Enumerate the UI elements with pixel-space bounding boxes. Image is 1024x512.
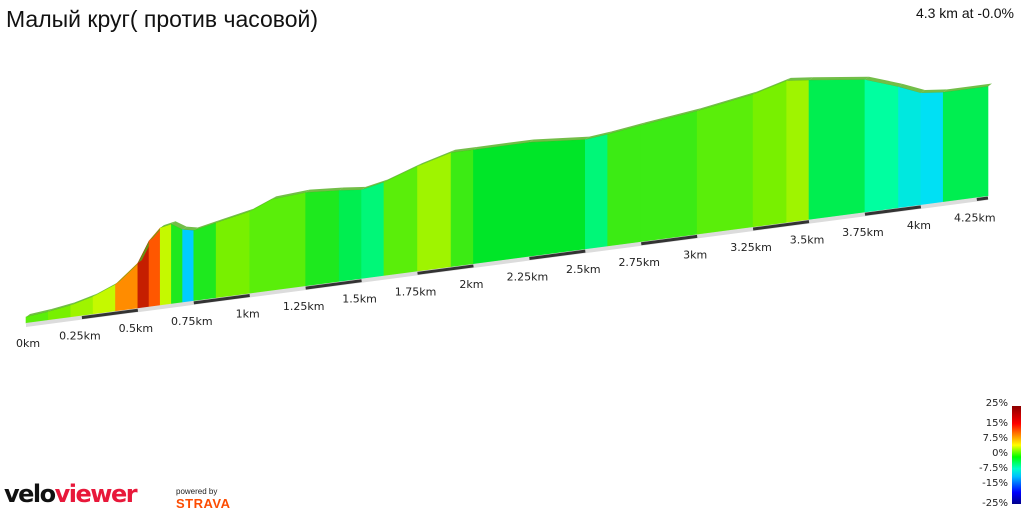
profile-segment bbox=[115, 262, 139, 312]
legend-label: -25% bbox=[982, 498, 1008, 509]
profile-segment bbox=[942, 86, 989, 203]
legend-label: 25% bbox=[985, 398, 1008, 409]
profile-segment bbox=[159, 223, 172, 306]
profile-ridge bbox=[417, 149, 456, 167]
profile-segment bbox=[898, 86, 922, 209]
profile-segment bbox=[271, 192, 306, 291]
distance-tick-labels: 0km 0.25km 0.5km 0.75km 1km 1.25km 1.5km 1.75km… bbox=[16, 211, 996, 350]
gradient-legend: 25% 15% 7.5% 0% -7.5% -15% -25% bbox=[975, 398, 1024, 510]
distance-tick-label: 3km bbox=[683, 248, 707, 261]
profile-ridge bbox=[809, 76, 869, 81]
profile-segment bbox=[417, 152, 452, 272]
profile-ridge bbox=[48, 302, 75, 312]
profile-segment bbox=[640, 110, 698, 243]
profile-ridge bbox=[943, 83, 992, 93]
profile-segment bbox=[808, 79, 866, 220]
profile-segment bbox=[383, 165, 418, 277]
profile-ridge bbox=[898, 83, 925, 94]
legend-label: 15% bbox=[985, 418, 1008, 429]
profile-ridge bbox=[171, 221, 187, 230]
profile-segment bbox=[920, 92, 944, 206]
distance-tick-label: 0km bbox=[16, 337, 40, 350]
profile-ridge bbox=[864, 76, 903, 87]
distance-tick-label: 1km bbox=[236, 307, 260, 320]
distance-tick-label: 4.25km bbox=[954, 211, 996, 224]
profile-segment bbox=[92, 283, 116, 315]
profile-ridge bbox=[473, 139, 534, 150]
distance-axis bbox=[26, 196, 989, 327]
profile-segment bbox=[361, 181, 385, 280]
profile-segment bbox=[473, 142, 530, 265]
profile-ridge bbox=[383, 163, 422, 183]
profile-ridge bbox=[529, 136, 590, 143]
profile-ridge bbox=[607, 122, 646, 135]
distance-tick-label: 2.25km bbox=[507, 271, 549, 284]
distance-tick-label: 1.25km bbox=[283, 300, 325, 313]
veloviewer-logo[interactable]: veloviewer bbox=[4, 480, 138, 508]
legend-label: -15% bbox=[982, 478, 1008, 489]
distance-tick-label: 2.75km bbox=[618, 256, 660, 269]
profile-segment bbox=[585, 134, 608, 250]
distance-tick-label: 3.25km bbox=[730, 241, 772, 254]
legend-label: 0% bbox=[992, 448, 1008, 459]
profile-segment bbox=[864, 79, 899, 213]
profile-ridge bbox=[451, 146, 478, 153]
distance-tick-label: 0.75km bbox=[171, 315, 213, 328]
profile-segment bbox=[752, 80, 787, 228]
profile-segment bbox=[305, 190, 340, 287]
profile-ridge bbox=[697, 91, 758, 112]
profile-segment bbox=[148, 227, 161, 308]
profile-segment bbox=[529, 139, 586, 257]
profile-ridge bbox=[272, 189, 310, 200]
profile-ridge bbox=[93, 281, 120, 297]
profile-segment bbox=[182, 229, 195, 303]
profile-ridge bbox=[641, 108, 702, 126]
profile-ridge bbox=[786, 77, 814, 81]
profile-ridge bbox=[585, 131, 612, 140]
profile-segment bbox=[338, 189, 362, 282]
distance-tick-label: 0.5km bbox=[119, 322, 154, 335]
profile-segment bbox=[786, 79, 810, 223]
profile-segment bbox=[607, 124, 642, 247]
profile-ridge bbox=[115, 260, 142, 285]
legend-label: -7.5% bbox=[978, 463, 1008, 474]
profile-ridge bbox=[753, 77, 791, 95]
profile-segment bbox=[696, 94, 754, 235]
profile-segment bbox=[171, 223, 183, 305]
distance-tick-label: 2.5km bbox=[566, 263, 601, 276]
profile-ridge bbox=[305, 187, 344, 193]
profile-segment bbox=[137, 240, 150, 309]
profile-ridge bbox=[70, 293, 98, 306]
distance-tick-label: 1.5km bbox=[342, 293, 377, 306]
legend-label: 7.5% bbox=[982, 433, 1008, 444]
distance-tick-label: 3.5km bbox=[790, 234, 825, 247]
distance-tick-label: 1.75km bbox=[395, 285, 437, 298]
powered-by-label: powered by bbox=[176, 487, 218, 496]
profile-ridge bbox=[249, 196, 277, 212]
profile-ridge bbox=[339, 186, 366, 191]
profile-segment bbox=[193, 222, 217, 302]
profile-ridge bbox=[216, 208, 254, 223]
profile-segment bbox=[215, 211, 251, 299]
profile-segment bbox=[249, 198, 273, 294]
route-summary: 4.3 km at -0.0% bbox=[915, 5, 1014, 21]
profile-ridge bbox=[26, 308, 53, 317]
distance-tick-label: 0.25km bbox=[59, 330, 101, 343]
distance-tick-label: 4km bbox=[907, 219, 931, 232]
elevation-profile bbox=[25, 76, 992, 324]
gradient-color-scale bbox=[1012, 406, 1021, 504]
distance-tick-label: 3.75km bbox=[842, 226, 884, 239]
profile-ridge bbox=[361, 179, 388, 190]
profile-segment bbox=[450, 149, 474, 268]
distance-tick-label: 2km bbox=[459, 278, 483, 291]
profile-ridge bbox=[182, 226, 198, 231]
strava-logo[interactable]: STRAVA bbox=[176, 496, 231, 511]
profile-ridge bbox=[193, 219, 221, 231]
profile-ridge bbox=[160, 221, 176, 228]
profile-ridge bbox=[920, 89, 948, 94]
route-title: Малый круг( против часовой) bbox=[6, 6, 319, 32]
